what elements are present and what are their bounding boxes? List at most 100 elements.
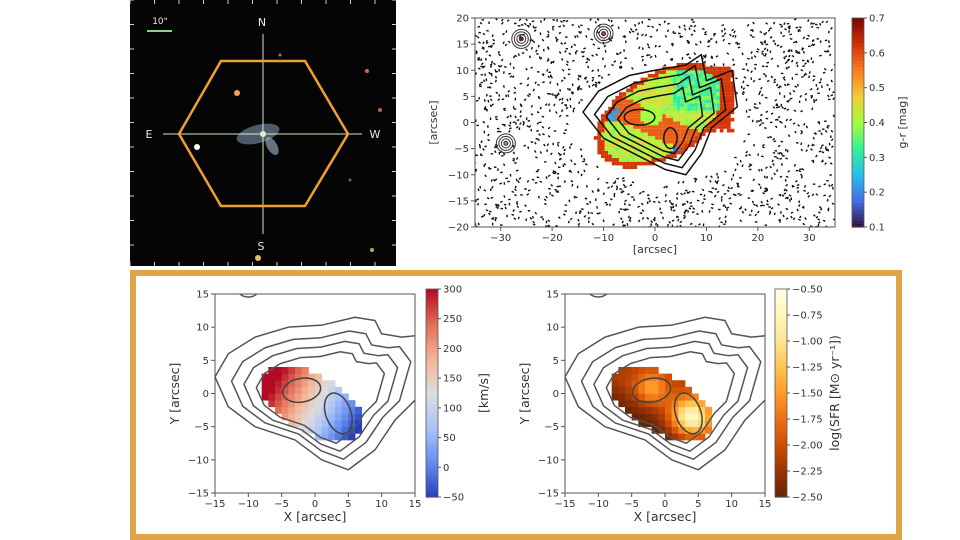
map-pixel <box>301 366 309 374</box>
color-cell <box>655 88 659 93</box>
noise-mark <box>512 55 516 59</box>
noise-mark <box>484 107 488 111</box>
colorbar-segment <box>852 87 864 92</box>
color-cell <box>629 136 634 140</box>
noise-mark <box>769 27 772 30</box>
map-pixel <box>698 400 706 408</box>
noise-mark <box>583 157 586 161</box>
noise-mark <box>482 148 485 151</box>
color-cell <box>619 125 623 129</box>
noise-mark <box>735 91 738 95</box>
color-cell <box>619 136 623 140</box>
noise-mark <box>823 183 827 186</box>
color-cell <box>658 139 663 144</box>
colorbar-segment <box>852 28 864 33</box>
colorbar-tick-label: 0.2 <box>869 188 885 199</box>
noise-mark <box>486 197 490 200</box>
color-cell <box>712 106 717 111</box>
x-tick-label: 30 <box>803 233 816 244</box>
x-tick-label: 0 <box>662 499 668 510</box>
colorbar-segment <box>426 417 438 422</box>
map-pixel <box>308 413 316 421</box>
colorbar-segment <box>852 45 864 50</box>
color-cell <box>694 99 699 104</box>
noise-mark <box>753 203 756 207</box>
noise-mark <box>791 54 795 58</box>
color-cell <box>676 106 681 111</box>
color-cell <box>662 117 666 122</box>
colorbar-segment <box>775 354 787 359</box>
color-cell <box>655 110 659 115</box>
compass-west: W <box>370 128 381 141</box>
noise-mark <box>515 200 519 204</box>
noise-mark <box>488 71 492 75</box>
color-cell <box>680 128 684 133</box>
noise-mark <box>589 200 592 204</box>
color-cell <box>687 95 692 100</box>
noise-mark <box>648 200 652 203</box>
color-cell <box>676 136 681 140</box>
noise-mark <box>497 203 500 207</box>
noise-mark <box>613 60 617 63</box>
color-cell <box>669 139 674 144</box>
colorbar-segment <box>852 213 864 218</box>
noise-mark <box>684 189 688 192</box>
color-cell <box>619 128 623 133</box>
color-cell <box>687 117 692 122</box>
contour <box>616 86 704 155</box>
map-pixel <box>275 406 283 414</box>
source-contour <box>503 140 509 146</box>
color-cell <box>698 110 702 115</box>
noise-mark <box>748 153 752 157</box>
color-cell <box>676 103 681 107</box>
map-pixel <box>328 406 336 414</box>
noise-mark <box>541 73 545 76</box>
noise-mark <box>505 177 509 180</box>
color-cell <box>611 103 616 107</box>
color-cell <box>709 125 713 129</box>
noise-mark <box>827 148 830 152</box>
noise-mark <box>487 212 491 216</box>
color-cell <box>727 121 731 126</box>
colorbar-segment <box>775 493 787 498</box>
color-cell <box>680 62 684 67</box>
color-cell <box>619 158 623 162</box>
noise-mark <box>785 183 789 187</box>
color-cell <box>597 128 602 133</box>
colorbar-segment <box>852 157 864 162</box>
noise-mark <box>562 145 565 149</box>
color-cell <box>651 154 656 159</box>
noise-mark <box>514 115 517 119</box>
colorbar-segment <box>852 181 864 186</box>
color-cell <box>619 161 623 166</box>
noise-mark <box>477 222 480 226</box>
noise-mark <box>523 98 527 102</box>
noise-mark <box>537 96 541 100</box>
noise-mark <box>476 198 480 201</box>
noise-mark <box>515 125 519 129</box>
plot-area <box>215 294 415 471</box>
noise-mark <box>707 45 710 48</box>
noise-mark <box>800 173 803 177</box>
map-pixel <box>691 413 699 421</box>
colorbar-segment <box>426 341 438 346</box>
color-cell <box>658 158 663 162</box>
colorbar-segment <box>426 424 438 429</box>
y-tick-label: −5 <box>544 422 559 433</box>
noise-mark <box>680 192 683 196</box>
color-cell <box>669 88 674 93</box>
color-cell <box>701 121 706 126</box>
color-cell <box>615 103 620 107</box>
noise-mark <box>592 43 596 46</box>
map-pixel <box>295 366 303 374</box>
colorbar-segment <box>426 361 438 366</box>
noise-mark <box>814 98 818 102</box>
colorbar-tick-label: −1.75 <box>792 415 823 426</box>
color-cell <box>665 121 670 126</box>
color-cell <box>601 121 605 126</box>
color-cell <box>665 70 670 74</box>
color-cell <box>651 132 656 137</box>
noise-mark <box>552 171 555 175</box>
noise-mark <box>515 157 519 160</box>
noise-mark <box>798 26 802 29</box>
